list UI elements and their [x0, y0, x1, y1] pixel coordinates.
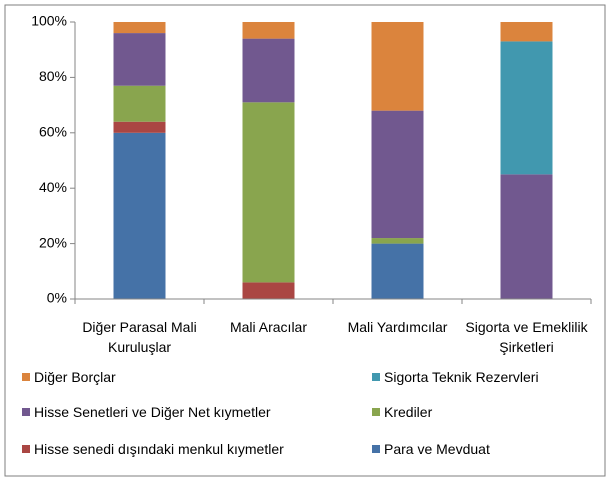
bar-segment: [500, 41, 553, 175]
y-tick-label: 40%: [39, 179, 67, 195]
legend-item: Krediler: [372, 404, 432, 420]
legend-swatch: [372, 445, 380, 453]
legend-label: Para ve Mevduat: [384, 441, 490, 457]
x-tick-label: Diğer Parasal Mali Kuruluşlar: [82, 319, 197, 355]
bar-segment: [242, 38, 295, 103]
legend-label: Hisse senedi dışındaki menkul kıymetler: [34, 441, 284, 457]
y-tick-label: 60%: [39, 124, 67, 140]
legend-swatch: [372, 373, 380, 381]
bar-segment: [113, 85, 166, 122]
y-tick-label: 20%: [39, 234, 67, 250]
legend-label: Krediler: [384, 404, 433, 420]
x-tick-label: Mali Aracılar: [229, 319, 308, 335]
bar-segment: [113, 121, 166, 133]
bar-segment: [500, 174, 553, 299]
bar-segment: [242, 282, 295, 299]
y-tick-label: 0%: [47, 290, 67, 306]
bar-segment: [371, 110, 424, 239]
x-tick-label: Mali Yardımcılar: [347, 319, 448, 335]
legend-swatch: [22, 373, 30, 381]
chart-border: [4, 4, 606, 477]
bar-segment: [371, 243, 424, 299]
legend-item: Hisse senedi dışındaki menkul kıymetler: [22, 441, 284, 457]
bar-segment: [371, 238, 424, 244]
legend-swatch: [22, 408, 30, 416]
legend-item: Diğer Borçlar: [22, 369, 116, 385]
bar-segment: [242, 102, 295, 283]
legend-label: Diğer Borçlar: [34, 369, 116, 385]
legend-label: Hisse Senetleri ve Diğer Net kıymetler: [34, 404, 271, 420]
legend-label: Sigorta Teknik Rezervleri: [384, 369, 539, 385]
x-tick-label: Sigorta ve Emeklilik Şirketleri: [465, 319, 588, 355]
legend-item: Para ve Mevduat: [372, 441, 490, 457]
bar-segment: [113, 33, 166, 86]
y-tick-label: 80%: [39, 68, 67, 84]
legend-item: Hisse Senetleri ve Diğer Net kıymetler: [22, 404, 271, 420]
legend-swatch: [22, 445, 30, 453]
bar-segment: [113, 132, 166, 299]
y-tick-label: 100%: [31, 13, 67, 29]
bar-segment: [242, 22, 295, 39]
legend-item: Sigorta Teknik Rezervleri: [372, 369, 539, 385]
bar-segment: [113, 22, 166, 34]
bar-segment: [371, 22, 424, 111]
legend-swatch: [372, 408, 380, 416]
bar-segment: [500, 22, 553, 42]
